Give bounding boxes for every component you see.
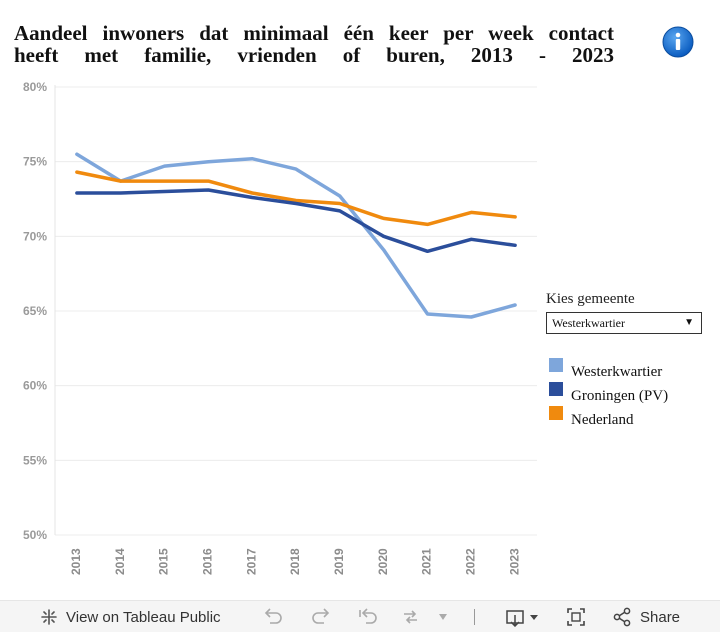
x-tick-label: 2015 <box>157 548 171 575</box>
x-tick-label: 2017 <box>244 548 258 575</box>
dropdown-icon <box>439 614 447 620</box>
y-tick-label: 75% <box>23 155 47 169</box>
x-tick-label: 2022 <box>463 548 477 575</box>
legend-label: Groningen (PV) <box>571 388 669 404</box>
legend-swatch <box>549 382 563 396</box>
legend-swatch <box>549 406 563 420</box>
view-on-tableau-label: View on Tableau Public <box>66 608 221 626</box>
x-tick-label: 2019 <box>332 548 346 575</box>
download-button[interactable] <box>505 601 539 633</box>
title-line-2: heeft met familie, vrienden of buren, 20… <box>14 43 614 67</box>
legend-swatch <box>549 358 563 372</box>
y-tick-label: 55% <box>23 453 47 467</box>
y-tick-label: 70% <box>23 229 47 243</box>
redo-icon <box>312 608 330 624</box>
legend: Westerkwartier Groningen (PV) Nederland <box>546 357 706 429</box>
filter-label: Kies gemeente <box>546 291 635 307</box>
share-button[interactable]: Share <box>612 601 680 633</box>
fullscreen-button[interactable] <box>566 601 586 633</box>
share-icon <box>613 607 631 627</box>
municipality-select[interactable]: Westerkwartier ▼ <box>546 312 702 334</box>
refresh-button[interactable] <box>400 601 422 633</box>
title-line-1: Aandeel inwoners dat minimaal één keer p… <box>14 21 614 45</box>
refresh-dropdown[interactable] <box>438 601 448 633</box>
refresh-icon <box>404 610 417 624</box>
undo-button[interactable] <box>262 601 284 633</box>
legend-label: Westerkwartier <box>571 364 663 380</box>
x-tick-label: 2014 <box>113 548 127 575</box>
series-line <box>75 188 517 254</box>
legend-item[interactable]: Groningen (PV) <box>546 381 706 405</box>
x-tick-label: 2021 <box>420 548 434 575</box>
toolbar-divider <box>474 609 475 625</box>
tableau-toolbar: View on Tableau Public <box>0 600 720 632</box>
tableau-icon <box>41 609 57 625</box>
view-on-tableau-button[interactable]: View on Tableau Public <box>40 601 221 633</box>
series-line <box>75 170 517 227</box>
line-chart: 50% 55% 60% 65% 70% 75% 80% 2013 2014 2015 2016 201… <box>23 80 537 575</box>
y-tick-label: 50% <box>23 528 47 542</box>
x-tick-label: 2023 <box>507 548 521 575</box>
municipality-select-value: Westerkwartier <box>552 316 625 330</box>
share-label: Share <box>640 608 681 626</box>
legend-item[interactable]: Nederland <box>546 405 706 429</box>
y-tick-label: 60% <box>23 379 47 393</box>
info-icon[interactable] <box>662 26 694 58</box>
redo-button[interactable] <box>310 601 332 633</box>
y-tick-label: 65% <box>23 304 47 318</box>
revert-icon <box>359 608 377 624</box>
x-tick-label: 2016 <box>201 548 215 575</box>
chevron-down-icon: ▼ <box>684 317 694 328</box>
x-tick-label: 2013 <box>69 548 83 575</box>
y-tick-label: 80% <box>23 80 47 94</box>
fullscreen-icon <box>567 608 585 626</box>
series-line <box>75 152 517 319</box>
legend-label: Nederland <box>571 412 634 428</box>
x-tick-label: 2018 <box>288 548 302 575</box>
x-tick-label: 2020 <box>376 548 390 575</box>
revert-button[interactable] <box>357 601 379 633</box>
undo-icon <box>264 608 282 624</box>
chart-title: Aandeel inwoners dat minimaal één keer p… <box>14 22 614 66</box>
legend-item[interactable]: Westerkwartier <box>546 357 706 381</box>
download-icon <box>506 610 538 627</box>
